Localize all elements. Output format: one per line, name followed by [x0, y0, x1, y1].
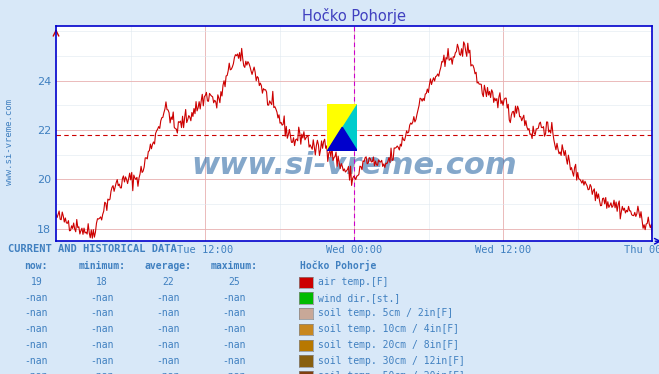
Text: -nan: -nan [222, 356, 246, 365]
Text: average:: average: [144, 261, 192, 271]
Text: -nan: -nan [24, 324, 48, 334]
Text: -nan: -nan [156, 309, 180, 318]
Text: www.si-vreme.com: www.si-vreme.com [191, 151, 517, 181]
Text: -nan: -nan [222, 293, 246, 303]
Title: Hočko Pohorje: Hočko Pohorje [302, 7, 406, 24]
Text: Hočko Pohorje: Hočko Pohorje [300, 260, 376, 271]
Text: soil temp. 50cm / 20in[F]: soil temp. 50cm / 20in[F] [318, 371, 465, 374]
Text: soil temp. 10cm / 4in[F]: soil temp. 10cm / 4in[F] [318, 324, 459, 334]
Text: soil temp. 20cm / 8in[F]: soil temp. 20cm / 8in[F] [318, 340, 459, 350]
Text: -nan: -nan [24, 293, 48, 303]
Text: -nan: -nan [222, 324, 246, 334]
Text: soil temp. 5cm / 2in[F]: soil temp. 5cm / 2in[F] [318, 309, 453, 318]
Text: -nan: -nan [90, 324, 114, 334]
Text: -nan: -nan [222, 309, 246, 318]
Text: -nan: -nan [90, 340, 114, 350]
Text: -nan: -nan [90, 309, 114, 318]
Text: 18: 18 [96, 277, 108, 287]
Text: -nan: -nan [90, 293, 114, 303]
Text: -nan: -nan [24, 371, 48, 374]
Polygon shape [328, 104, 357, 151]
Text: -nan: -nan [222, 371, 246, 374]
Text: -nan: -nan [156, 356, 180, 365]
Text: air temp.[F]: air temp.[F] [318, 277, 389, 287]
Text: maximum:: maximum: [210, 261, 258, 271]
Text: -nan: -nan [90, 356, 114, 365]
Text: now:: now: [24, 261, 48, 271]
Text: -nan: -nan [24, 356, 48, 365]
Text: wind dir.[st.]: wind dir.[st.] [318, 293, 401, 303]
Text: -nan: -nan [156, 371, 180, 374]
Text: 19: 19 [30, 277, 42, 287]
Text: 22: 22 [162, 277, 174, 287]
Text: -nan: -nan [156, 340, 180, 350]
Text: -nan: -nan [24, 309, 48, 318]
Text: -nan: -nan [156, 293, 180, 303]
Text: CURRENT AND HISTORICAL DATA: CURRENT AND HISTORICAL DATA [8, 245, 177, 254]
Text: -nan: -nan [24, 340, 48, 350]
Text: minimum:: minimum: [78, 261, 126, 271]
Text: -nan: -nan [90, 371, 114, 374]
Text: soil temp. 30cm / 12in[F]: soil temp. 30cm / 12in[F] [318, 356, 465, 365]
Text: 25: 25 [228, 277, 240, 287]
Polygon shape [328, 127, 357, 151]
Text: www.si-vreme.com: www.si-vreme.com [5, 99, 14, 185]
Text: -nan: -nan [222, 340, 246, 350]
Text: -nan: -nan [156, 324, 180, 334]
